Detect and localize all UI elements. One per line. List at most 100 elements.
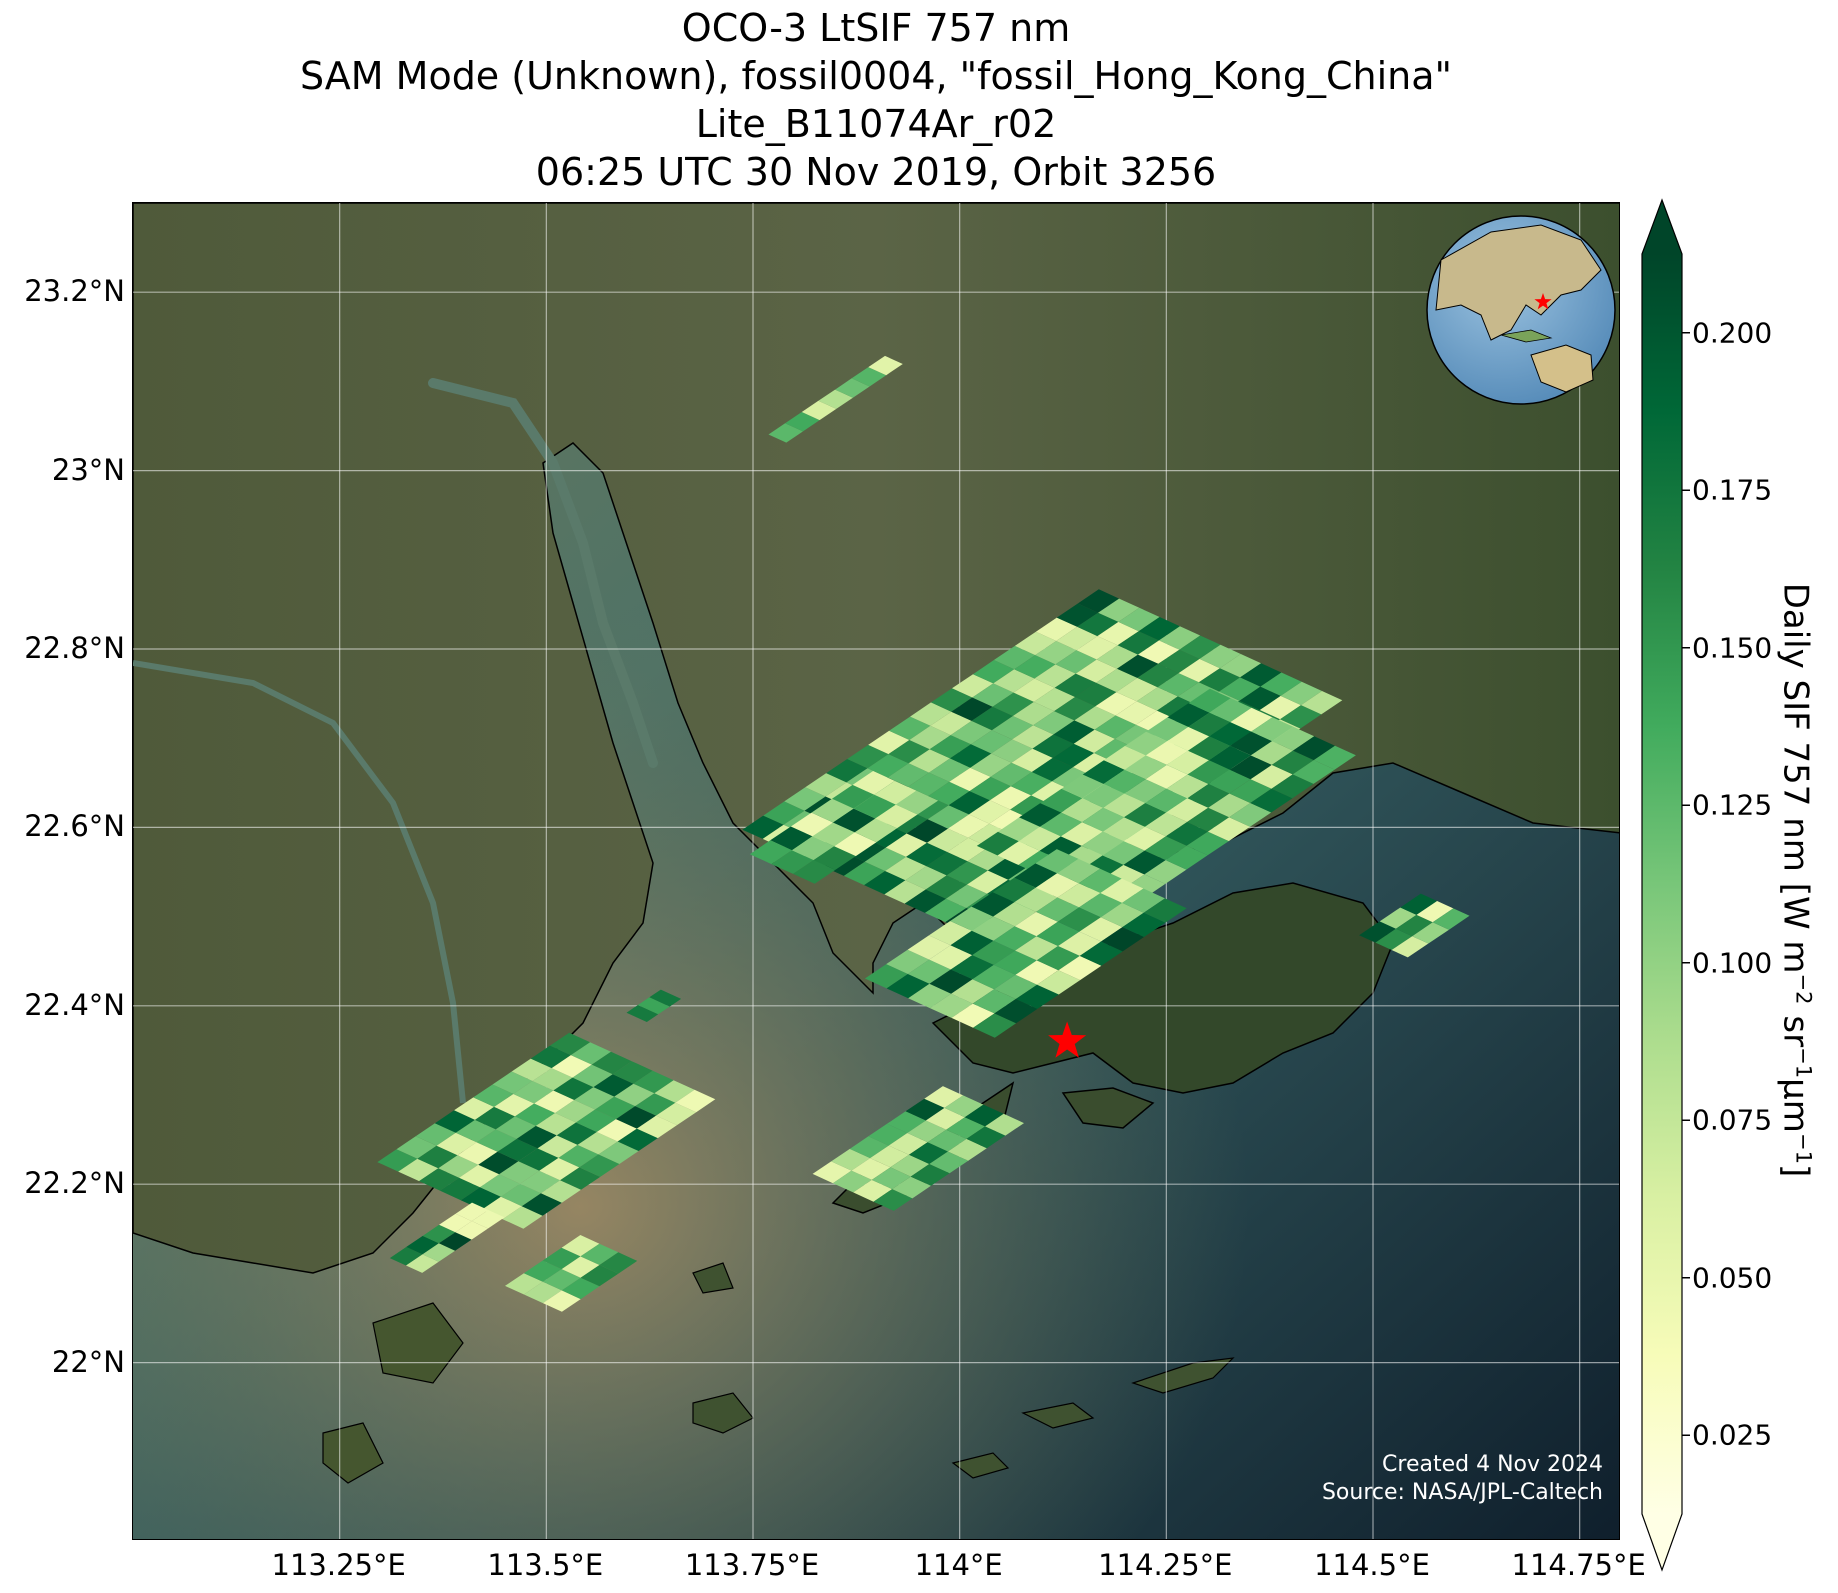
sounding-cell — [556, 1122, 597, 1145]
lat-label-2: 22.8°N — [24, 631, 125, 665]
sounding-cell — [499, 1161, 540, 1184]
hong-kong-island — [1061, 1087, 1155, 1129]
sounding-cell — [535, 1113, 576, 1136]
sounding-cell — [989, 809, 1031, 833]
sounding-cell — [1313, 745, 1356, 770]
sounding-cell — [579, 1154, 620, 1177]
sounding-cell — [1054, 673, 1097, 697]
sounding-cell — [1432, 908, 1470, 930]
sounding-cell — [454, 1097, 495, 1120]
sounding-cell — [1177, 682, 1220, 706]
sounding-cell — [550, 1032, 591, 1056]
sounding-cell — [1395, 914, 1433, 937]
sounding-cell — [813, 846, 856, 870]
sounding-cell — [1123, 850, 1166, 875]
sounding-cell — [574, 1087, 615, 1110]
sounding-cell — [853, 1179, 893, 1202]
sounding-cell — [970, 753, 1012, 777]
sounding-cell — [972, 940, 1016, 965]
map-canvas[interactable] — [133, 203, 1620, 1540]
sounding-cell — [1103, 745, 1146, 770]
sounding-cell — [854, 818, 897, 843]
sounding-cell — [1240, 663, 1282, 687]
sounding-cell — [826, 759, 868, 783]
sounding-cell — [1012, 725, 1054, 749]
southern-islands — [692, 1262, 1235, 1479]
credit-created: Created 4 Nov 2024 — [1382, 1452, 1603, 1477]
sounding-cell — [377, 1149, 418, 1172]
sounding-cell — [1301, 691, 1343, 715]
title-line-1: OCO-3 LtSIF 757 nm — [681, 6, 1071, 50]
sounding-cell — [1250, 741, 1293, 765]
sounding-cell — [438, 1155, 479, 1178]
sounding-cell — [929, 758, 971, 782]
sounding-cell — [1116, 677, 1158, 702]
sounding-cell — [1073, 753, 1115, 777]
sounding-cell — [553, 1077, 594, 1100]
river-channel — [133, 660, 466, 1104]
sounding-cell — [419, 1168, 460, 1191]
sounding-cell — [1098, 598, 1140, 622]
sounding-cell — [1075, 659, 1117, 683]
sounding-cell — [1375, 928, 1413, 950]
sounding-cell — [1166, 798, 1209, 822]
sounding-cell — [1143, 898, 1187, 923]
sounding-cell — [993, 669, 1035, 693]
sounding-cell — [1096, 645, 1138, 669]
globe-australia-land — [1530, 344, 1594, 393]
sounding-cell — [542, 1290, 581, 1312]
sounding-cell — [1013, 678, 1055, 702]
sounding-cell — [580, 1265, 619, 1287]
sounding-cell — [1198, 668, 1241, 692]
sounding-cell — [1060, 822, 1103, 846]
sounding-cell — [1117, 631, 1159, 655]
sounding-cell — [770, 826, 813, 851]
sounding-cell — [847, 744, 889, 769]
sounding-cell — [929, 735, 971, 759]
sounding-cell — [964, 1104, 1004, 1127]
sounding-cell — [1079, 917, 1123, 942]
sounding-cell — [1146, 717, 1189, 742]
sounding-cell — [864, 847, 907, 871]
sounding-cell — [595, 1096, 636, 1120]
sounding-cell — [742, 815, 784, 839]
sounding-cell — [1159, 626, 1201, 650]
lat-label-4: 22.4°N — [24, 987, 125, 1022]
sounding-cell — [1019, 803, 1062, 827]
credit-source: Source: NASA/JPL-Caltech — [1321, 1480, 1603, 1505]
sounding-cell — [948, 814, 990, 838]
sounding-cell — [948, 791, 990, 815]
globe-star-icon — [1534, 293, 1552, 310]
lat-label-1: 23°N — [51, 452, 125, 487]
sounding-cell — [475, 1106, 515, 1130]
sounding-cell — [495, 1116, 536, 1139]
sounding-cell — [675, 1089, 716, 1113]
sounding-cell — [1033, 687, 1076, 712]
sounding-cell — [864, 871, 906, 895]
sounding-cell — [853, 794, 896, 819]
sounding-cell — [972, 683, 1014, 707]
sounding-cell — [832, 1170, 872, 1193]
sounding-cell — [885, 833, 927, 857]
sounding-cell — [832, 784, 875, 809]
map-panel[interactable]: Created 4 Nov 2024 Source: NASA/JPL-Calt… — [132, 202, 1620, 1540]
sounding-cell — [1138, 640, 1180, 664]
sounding-cell — [1391, 936, 1429, 958]
sounding-cell — [973, 1013, 1017, 1038]
sounding-cell — [561, 1235, 600, 1257]
sounding-cell — [576, 1109, 616, 1132]
sounding-cell — [1115, 724, 1157, 749]
target-star-shape — [1048, 1021, 1087, 1058]
sounding-cell — [997, 841, 1040, 865]
sounding-cell — [1082, 807, 1125, 832]
title-line-3: Lite_B11074Ar_r02 — [695, 102, 1057, 146]
sounding-cell — [1229, 803, 1272, 827]
sounding-cell — [398, 1158, 439, 1182]
sounding-cell — [1178, 658, 1220, 683]
sounding-cell — [1061, 798, 1104, 823]
sounding-cell — [966, 1126, 1006, 1149]
lon-label-0: 113.25°E — [271, 1548, 406, 1582]
sounding-cell — [523, 1260, 562, 1282]
sounding-cell — [1097, 621, 1139, 646]
sounding-cell — [1102, 841, 1145, 865]
